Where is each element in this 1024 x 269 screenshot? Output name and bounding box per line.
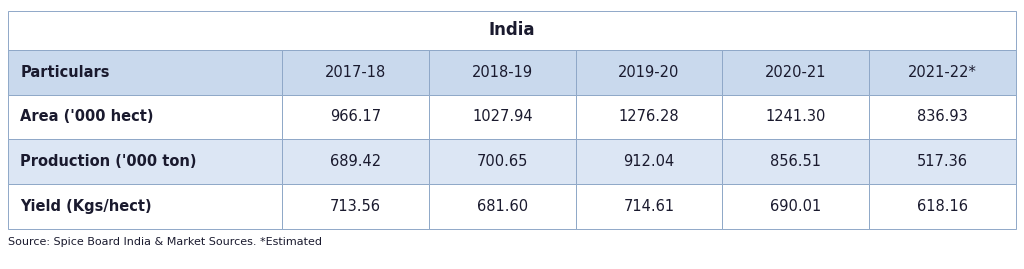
Bar: [429, 139, 575, 184]
Text: Production ('000 ton): Production ('000 ton): [20, 154, 197, 169]
Bar: [283, 95, 429, 139]
Bar: [722, 50, 869, 95]
Text: India: India: [488, 21, 536, 39]
Bar: [283, 50, 429, 95]
Bar: [429, 50, 575, 95]
Text: 2021-22*: 2021-22*: [908, 65, 977, 80]
Text: 2018-19: 2018-19: [472, 65, 532, 80]
Text: Area ('000 hect): Area ('000 hect): [20, 109, 154, 125]
Bar: [575, 184, 722, 229]
Bar: [869, 50, 1016, 95]
Text: 836.93: 836.93: [918, 109, 968, 125]
Bar: [869, 184, 1016, 229]
Text: 856.51: 856.51: [770, 154, 821, 169]
Text: 912.04: 912.04: [624, 154, 675, 169]
Bar: [575, 50, 722, 95]
Text: 713.56: 713.56: [330, 199, 381, 214]
Text: 714.61: 714.61: [624, 199, 675, 214]
Text: 1027.94: 1027.94: [472, 109, 532, 125]
Text: 966.17: 966.17: [330, 109, 381, 125]
Bar: [8, 95, 283, 139]
Bar: [8, 184, 283, 229]
Bar: [283, 139, 429, 184]
Text: Particulars: Particulars: [20, 65, 110, 80]
Bar: [429, 95, 575, 139]
Bar: [429, 184, 575, 229]
Bar: [869, 139, 1016, 184]
Text: 517.36: 517.36: [916, 154, 968, 169]
Text: 700.65: 700.65: [476, 154, 528, 169]
Text: 2020-21: 2020-21: [765, 65, 826, 80]
Text: 1241.30: 1241.30: [766, 109, 826, 125]
Bar: [722, 184, 869, 229]
Bar: [722, 95, 869, 139]
Bar: [722, 139, 869, 184]
Bar: [575, 95, 722, 139]
Text: 689.42: 689.42: [330, 154, 381, 169]
Text: Yield (Kgs/hect): Yield (Kgs/hect): [20, 199, 153, 214]
Bar: [8, 11, 1016, 50]
Bar: [575, 139, 722, 184]
Text: 690.01: 690.01: [770, 199, 821, 214]
Text: 618.16: 618.16: [916, 199, 968, 214]
Text: 2017-18: 2017-18: [325, 65, 386, 80]
Text: 2019-20: 2019-20: [618, 65, 680, 80]
Text: 1276.28: 1276.28: [618, 109, 679, 125]
Bar: [8, 139, 283, 184]
Text: Source: Spice Board India & Market Sources. *Estimated: Source: Spice Board India & Market Sourc…: [8, 237, 323, 247]
Bar: [869, 95, 1016, 139]
Bar: [8, 50, 283, 95]
Text: 681.60: 681.60: [477, 199, 528, 214]
Bar: [283, 184, 429, 229]
